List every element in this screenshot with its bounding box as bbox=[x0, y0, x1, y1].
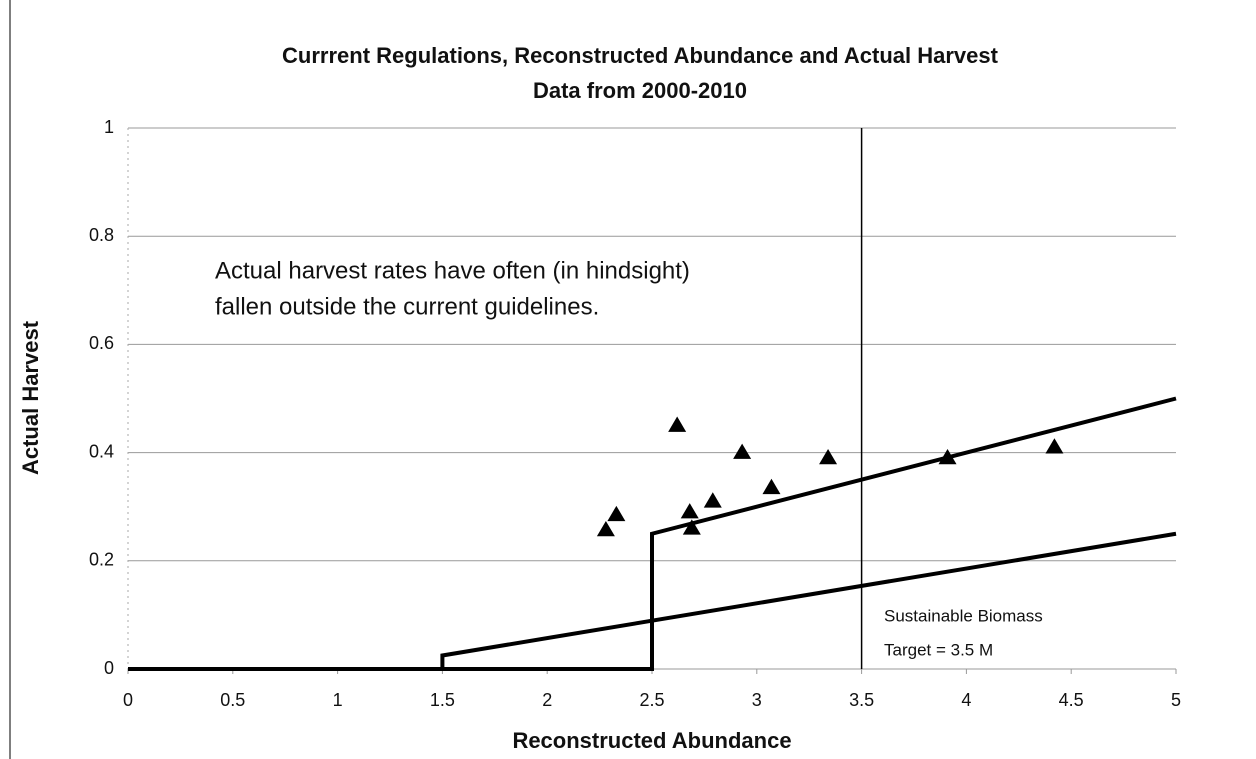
x-tick-label: 0.5 bbox=[220, 690, 245, 710]
chart-title: Currrent Regulations, Reconstructed Abun… bbox=[282, 43, 999, 68]
data-point bbox=[703, 492, 722, 508]
x-tick-label: 3 bbox=[752, 690, 762, 710]
y-axis-label: Actual Harvest bbox=[18, 320, 43, 475]
data-point bbox=[668, 416, 687, 432]
annotation: Target = 3.5 M bbox=[884, 640, 993, 659]
data-point bbox=[607, 505, 626, 522]
x-tick-label: 2 bbox=[542, 690, 552, 710]
x-tick-label: 1 bbox=[333, 690, 343, 710]
x-tick-label: 4.5 bbox=[1059, 690, 1084, 710]
x-tick-label: 0 bbox=[123, 690, 133, 710]
data-point bbox=[1045, 438, 1064, 454]
regulation-line bbox=[128, 396, 1177, 671]
y-tick-label: 0.2 bbox=[89, 550, 114, 570]
y-tick-label: 0.4 bbox=[89, 441, 114, 461]
data-point bbox=[938, 449, 957, 465]
annotation: fallen outside the current guidelines. bbox=[215, 293, 599, 320]
data-point bbox=[680, 503, 699, 519]
x-tick-label: 2.5 bbox=[639, 690, 664, 710]
y-tick-label: 0 bbox=[104, 658, 114, 678]
regulation-line bbox=[128, 531, 1177, 671]
y-tick-label: 1 bbox=[104, 117, 114, 137]
y-tick-label: 0.6 bbox=[89, 333, 114, 353]
data-point bbox=[733, 443, 752, 459]
data-point bbox=[819, 449, 838, 465]
y-tick-label: 0.8 bbox=[89, 225, 114, 245]
x-tick-label: 1.5 bbox=[430, 690, 455, 710]
data-point bbox=[762, 478, 781, 495]
chart-subtitle: Data from 2000-2010 bbox=[533, 78, 747, 103]
data-point bbox=[596, 520, 615, 537]
data-point bbox=[682, 519, 701, 535]
x-axis-label: Reconstructed Abundance bbox=[512, 728, 791, 753]
annotation: Sustainable Biomass bbox=[884, 606, 1043, 625]
x-tick-label: 4 bbox=[961, 690, 971, 710]
x-tick-label: 5 bbox=[1171, 690, 1181, 710]
x-tick-label: 3.5 bbox=[849, 690, 874, 710]
annotation: Actual harvest rates have often (in hind… bbox=[215, 257, 690, 284]
